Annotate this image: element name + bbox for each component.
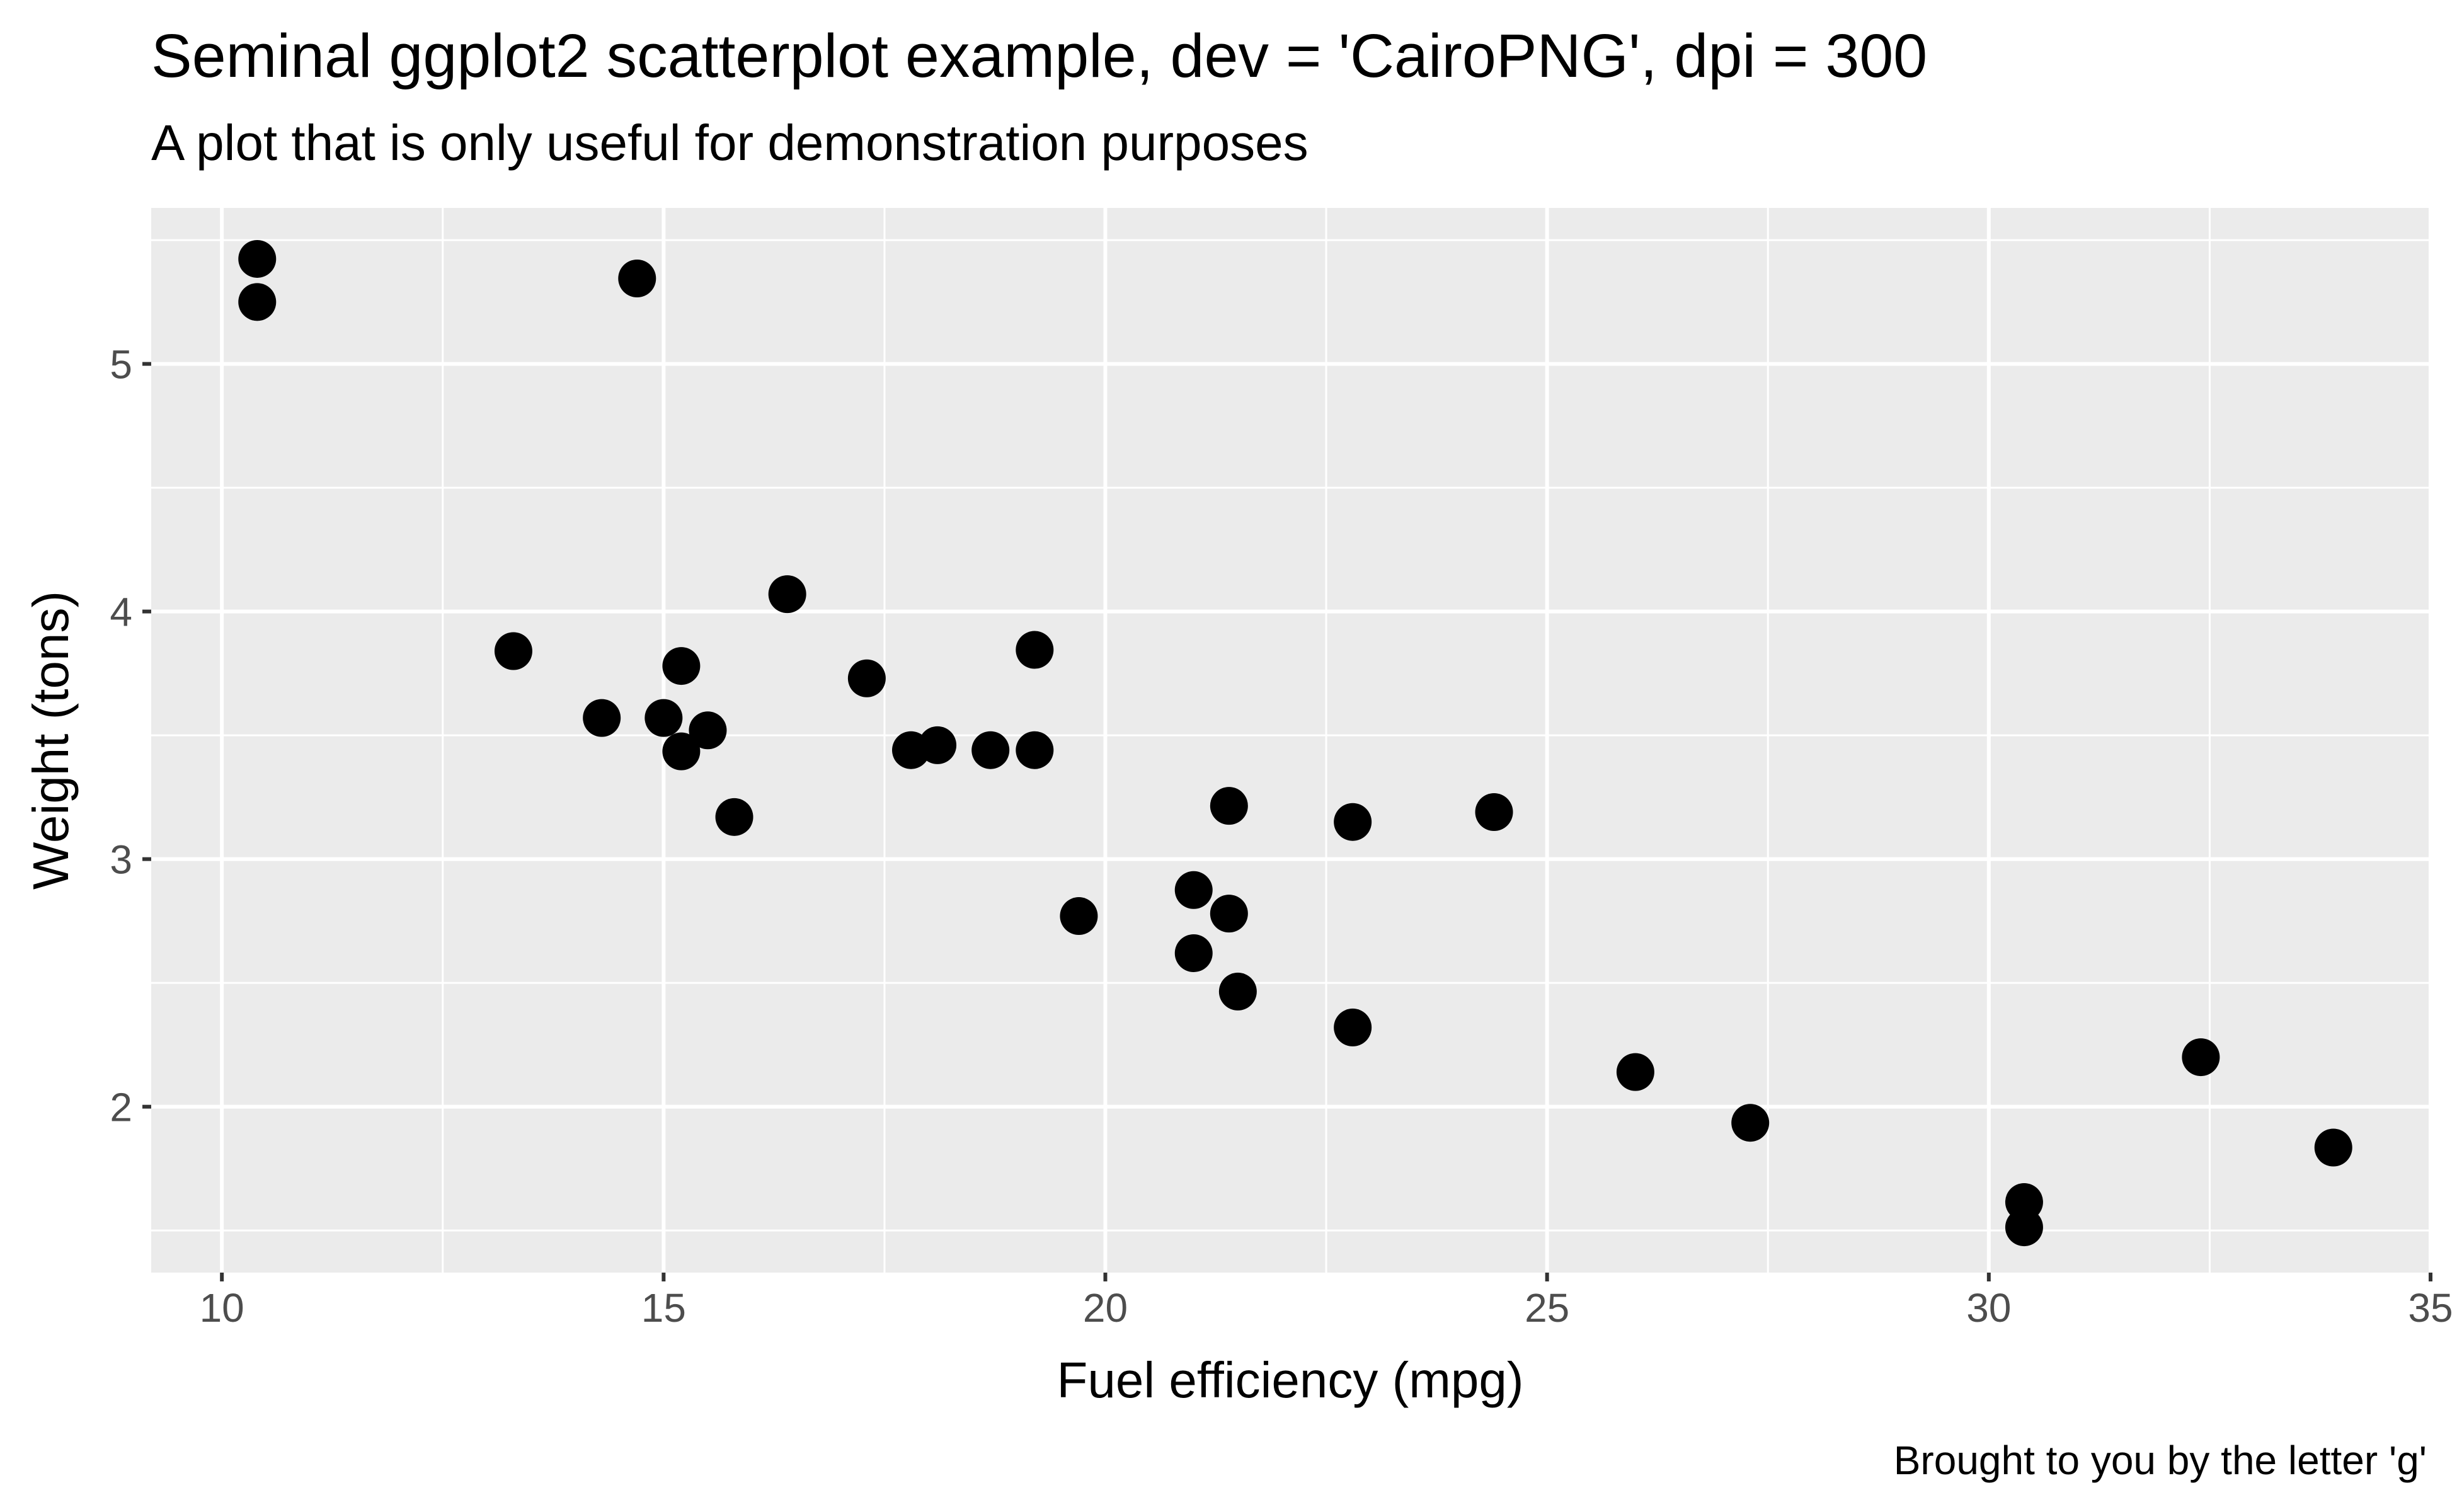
data-point — [1218, 972, 1257, 1011]
data-point — [971, 731, 1010, 769]
y-tick-label: 5 — [110, 342, 132, 387]
y-axis: 2 3 4 5 — [110, 342, 151, 1130]
data-point — [1174, 934, 1213, 972]
x-tick-label: 20 — [1083, 1285, 1128, 1331]
data-point — [847, 659, 886, 697]
data-point — [1731, 1104, 1770, 1142]
chart-caption: Brought to you by the letter 'g' — [1894, 1438, 2427, 1483]
data-point — [238, 283, 277, 321]
x-axis-title: Fuel efficiency (mpg) — [1057, 1352, 1523, 1408]
data-point — [1174, 871, 1213, 909]
data-point — [1060, 897, 1098, 936]
data-point — [2314, 1128, 2352, 1167]
x-tick-label: 30 — [1966, 1285, 2011, 1331]
data-point — [689, 711, 727, 750]
major-gridlines — [151, 208, 2432, 1273]
data-point — [238, 239, 277, 278]
y-axis-title: Weight (tons) — [23, 591, 79, 890]
data-point — [662, 732, 701, 770]
data-point — [2005, 1208, 2043, 1247]
data-point — [1475, 793, 1513, 831]
y-tick-label: 3 — [110, 837, 132, 883]
data-point — [494, 632, 532, 670]
data-point — [919, 726, 957, 764]
data-point — [644, 699, 683, 737]
y-tick-label: 4 — [110, 590, 132, 635]
chart-subtitle: A plot that is only useful for demonstra… — [151, 115, 1309, 171]
data-point — [1210, 895, 1248, 933]
x-tick-label: 25 — [1525, 1285, 1569, 1331]
data-point — [1334, 1008, 1372, 1046]
data-point — [768, 575, 806, 614]
minor-gridlines — [151, 208, 2431, 1273]
data-point — [1616, 1053, 1654, 1091]
data-point — [2182, 1038, 2220, 1077]
chart-title: Seminal ggplot2 scatterplot example, dev… — [151, 21, 1927, 90]
data-point — [662, 647, 701, 685]
data-point — [1016, 731, 1054, 769]
data-point — [618, 260, 656, 298]
y-tick-label: 2 — [110, 1085, 132, 1130]
x-axis: 10 15 20 25 30 35 — [200, 1273, 2453, 1331]
plot-panel — [151, 208, 2431, 1273]
data-point — [1334, 803, 1372, 841]
data-point — [715, 798, 753, 836]
x-tick-label: 15 — [641, 1285, 686, 1331]
data-point — [583, 699, 621, 737]
data-points — [238, 239, 2352, 1247]
x-tick-label: 35 — [2408, 1285, 2453, 1331]
x-tick-label: 10 — [200, 1285, 244, 1331]
data-point — [1016, 631, 1054, 669]
data-point — [1210, 787, 1248, 825]
